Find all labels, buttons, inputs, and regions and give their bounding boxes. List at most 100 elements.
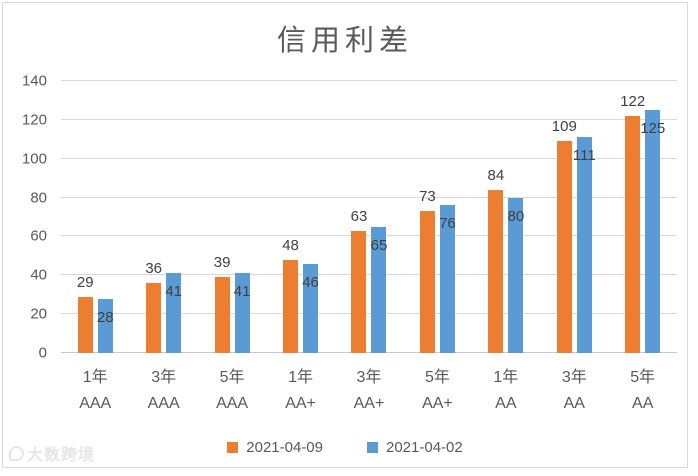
bar-value-label: 76 bbox=[439, 215, 456, 233]
bar-group: 63 65 bbox=[335, 81, 403, 353]
bar-group: 84 80 bbox=[472, 81, 540, 353]
bar-value-label: 109 bbox=[551, 118, 577, 136]
bar-group: 29 28 bbox=[61, 81, 129, 353]
bar-2021-04-09: 84 bbox=[488, 168, 504, 353]
y-axis: 0 20 40 60 80 100 120 140 bbox=[3, 74, 47, 361]
bar-value-label: 122 bbox=[620, 92, 646, 110]
legend-label: 2021-04-09 bbox=[246, 439, 323, 456]
category-tenor: 3年 bbox=[561, 369, 587, 386]
bar-2021-04-02: 41 bbox=[233, 273, 251, 353]
bar-2021-04-02: 46 bbox=[302, 263, 319, 353]
x-axis: 1年 AAA 3年 AAA 5年 AAA 1年 AA+ 3年 AA+ 5年 AA+ 1年 AA 3年 AA 5年… bbox=[61, 365, 677, 417]
category-rating: AA bbox=[632, 395, 654, 412]
gridline bbox=[61, 157, 677, 159]
gridline bbox=[61, 118, 677, 120]
bar-group: 36 41 bbox=[129, 81, 197, 353]
bar-value-label: 73 bbox=[419, 188, 436, 206]
bar-2021-04-09: 63 bbox=[351, 209, 367, 353]
bar-value-label: 111 bbox=[572, 147, 596, 165]
bar-2021-04-09: 122 bbox=[620, 94, 645, 353]
category-label: 3年 AA bbox=[540, 365, 608, 417]
legend-color-swatch-icon bbox=[367, 442, 378, 453]
bar-2021-04-02: 76 bbox=[439, 205, 456, 353]
category-label: 3年 AA+ bbox=[335, 365, 403, 417]
legend-color-swatch-icon bbox=[227, 442, 239, 453]
legend: 2021-04-09 2021-04-02 bbox=[3, 439, 687, 456]
bar-2021-04-09: 48 bbox=[282, 238, 299, 353]
bar-value-label: 48 bbox=[282, 236, 299, 254]
bar-group: 39 41 bbox=[198, 81, 266, 353]
bar-2021-04-02: 80 bbox=[507, 197, 525, 353]
category-tenor: 3年 bbox=[151, 369, 177, 386]
category-tenor: 5年 bbox=[219, 369, 245, 386]
gridline bbox=[61, 196, 677, 198]
bar-2021-04-02: 125 bbox=[640, 110, 665, 353]
y-tick-label: 20 bbox=[30, 305, 47, 323]
category-tenor: 3年 bbox=[356, 369, 382, 386]
y-tick-label: 0 bbox=[38, 344, 47, 362]
category-rating: AAA bbox=[147, 395, 180, 412]
bar-group: 73 76 bbox=[403, 81, 471, 353]
bar-value-label: 28 bbox=[96, 308, 114, 326]
category-label: 1年 AA+ bbox=[266, 365, 334, 417]
y-tick-label: 100 bbox=[21, 150, 47, 168]
bar-value-label: 41 bbox=[165, 283, 182, 301]
category-tenor: 1年 bbox=[82, 369, 108, 386]
category-rating: AAA bbox=[216, 395, 249, 412]
legend-item-series-2: 2021-04-02 bbox=[367, 439, 463, 456]
category-label: 5年 AA+ bbox=[403, 365, 471, 417]
bar-group: 109 111 bbox=[540, 81, 608, 353]
category-rating: AA+ bbox=[353, 395, 385, 412]
y-tick-label: 140 bbox=[21, 72, 47, 90]
bar-2021-04-02: 28 bbox=[96, 298, 114, 353]
bar-2021-04-02: 111 bbox=[573, 137, 596, 353]
bar-2021-04-09: 39 bbox=[214, 255, 230, 353]
y-tick-label: 60 bbox=[30, 227, 47, 245]
gridline bbox=[61, 352, 677, 353]
category-rating: AA+ bbox=[422, 395, 453, 412]
chart-title: 信用利差 bbox=[276, 25, 413, 57]
bar-value-label: 41 bbox=[233, 283, 251, 301]
category-label: 1年 AA bbox=[472, 365, 540, 417]
bar-2021-04-09: 36 bbox=[145, 261, 162, 353]
category-label: 5年 AA bbox=[609, 365, 677, 417]
bar-value-label: 29 bbox=[76, 273, 94, 291]
category-rating: AAA bbox=[79, 395, 112, 412]
category-rating: AA bbox=[563, 395, 585, 412]
y-tick-label: 120 bbox=[21, 111, 47, 129]
legend-label: 2021-04-02 bbox=[386, 439, 463, 456]
gridline bbox=[61, 313, 677, 315]
gridline bbox=[61, 274, 677, 276]
legend-item-series-1: 2021-04-09 bbox=[227, 439, 323, 456]
chart-frame: 信用利差 0 20 40 60 80 100 120 140 29 28 36 41 39 41 48 46… bbox=[2, 2, 688, 468]
bar-value-label: 63 bbox=[350, 207, 368, 225]
bar-value-label: 46 bbox=[302, 273, 319, 291]
plot-area: 29 28 36 41 39 41 48 46 63 65 73 76 84 80 109 111 122 125 bbox=[61, 80, 677, 353]
category-tenor: 5年 bbox=[630, 369, 656, 386]
category-rating: AA bbox=[495, 395, 517, 412]
gridline bbox=[61, 235, 677, 237]
y-tick-label: 80 bbox=[30, 189, 47, 207]
category-label: 1年 AAA bbox=[61, 365, 129, 417]
bar-2021-04-09: 73 bbox=[419, 189, 436, 353]
category-label: 3年 AAA bbox=[129, 365, 197, 417]
bar-value-label: 125 bbox=[640, 120, 666, 138]
bar-2021-04-09: 29 bbox=[77, 275, 94, 353]
bar-value-label: 39 bbox=[213, 254, 231, 272]
bar-value-label: 80 bbox=[507, 207, 525, 225]
bar-group: 48 46 bbox=[266, 81, 334, 353]
bar-group: 122 125 bbox=[609, 81, 677, 353]
gridline bbox=[61, 80, 677, 81]
bar-value-label: 65 bbox=[370, 236, 388, 254]
y-tick-label: 40 bbox=[30, 266, 47, 284]
bars-layer: 29 28 36 41 39 41 48 46 63 65 73 76 84 80 109 111 122 125 bbox=[61, 81, 677, 353]
category-tenor: 5年 bbox=[424, 369, 450, 386]
bar-value-label: 84 bbox=[487, 166, 505, 184]
bar-2021-04-02: 41 bbox=[165, 273, 182, 353]
category-label: 5年 AAA bbox=[198, 365, 266, 417]
category-tenor: 1年 bbox=[493, 369, 519, 386]
bar-2021-04-02: 65 bbox=[370, 226, 388, 353]
category-rating: AA+ bbox=[285, 395, 316, 412]
bar-value-label: 36 bbox=[145, 260, 162, 278]
